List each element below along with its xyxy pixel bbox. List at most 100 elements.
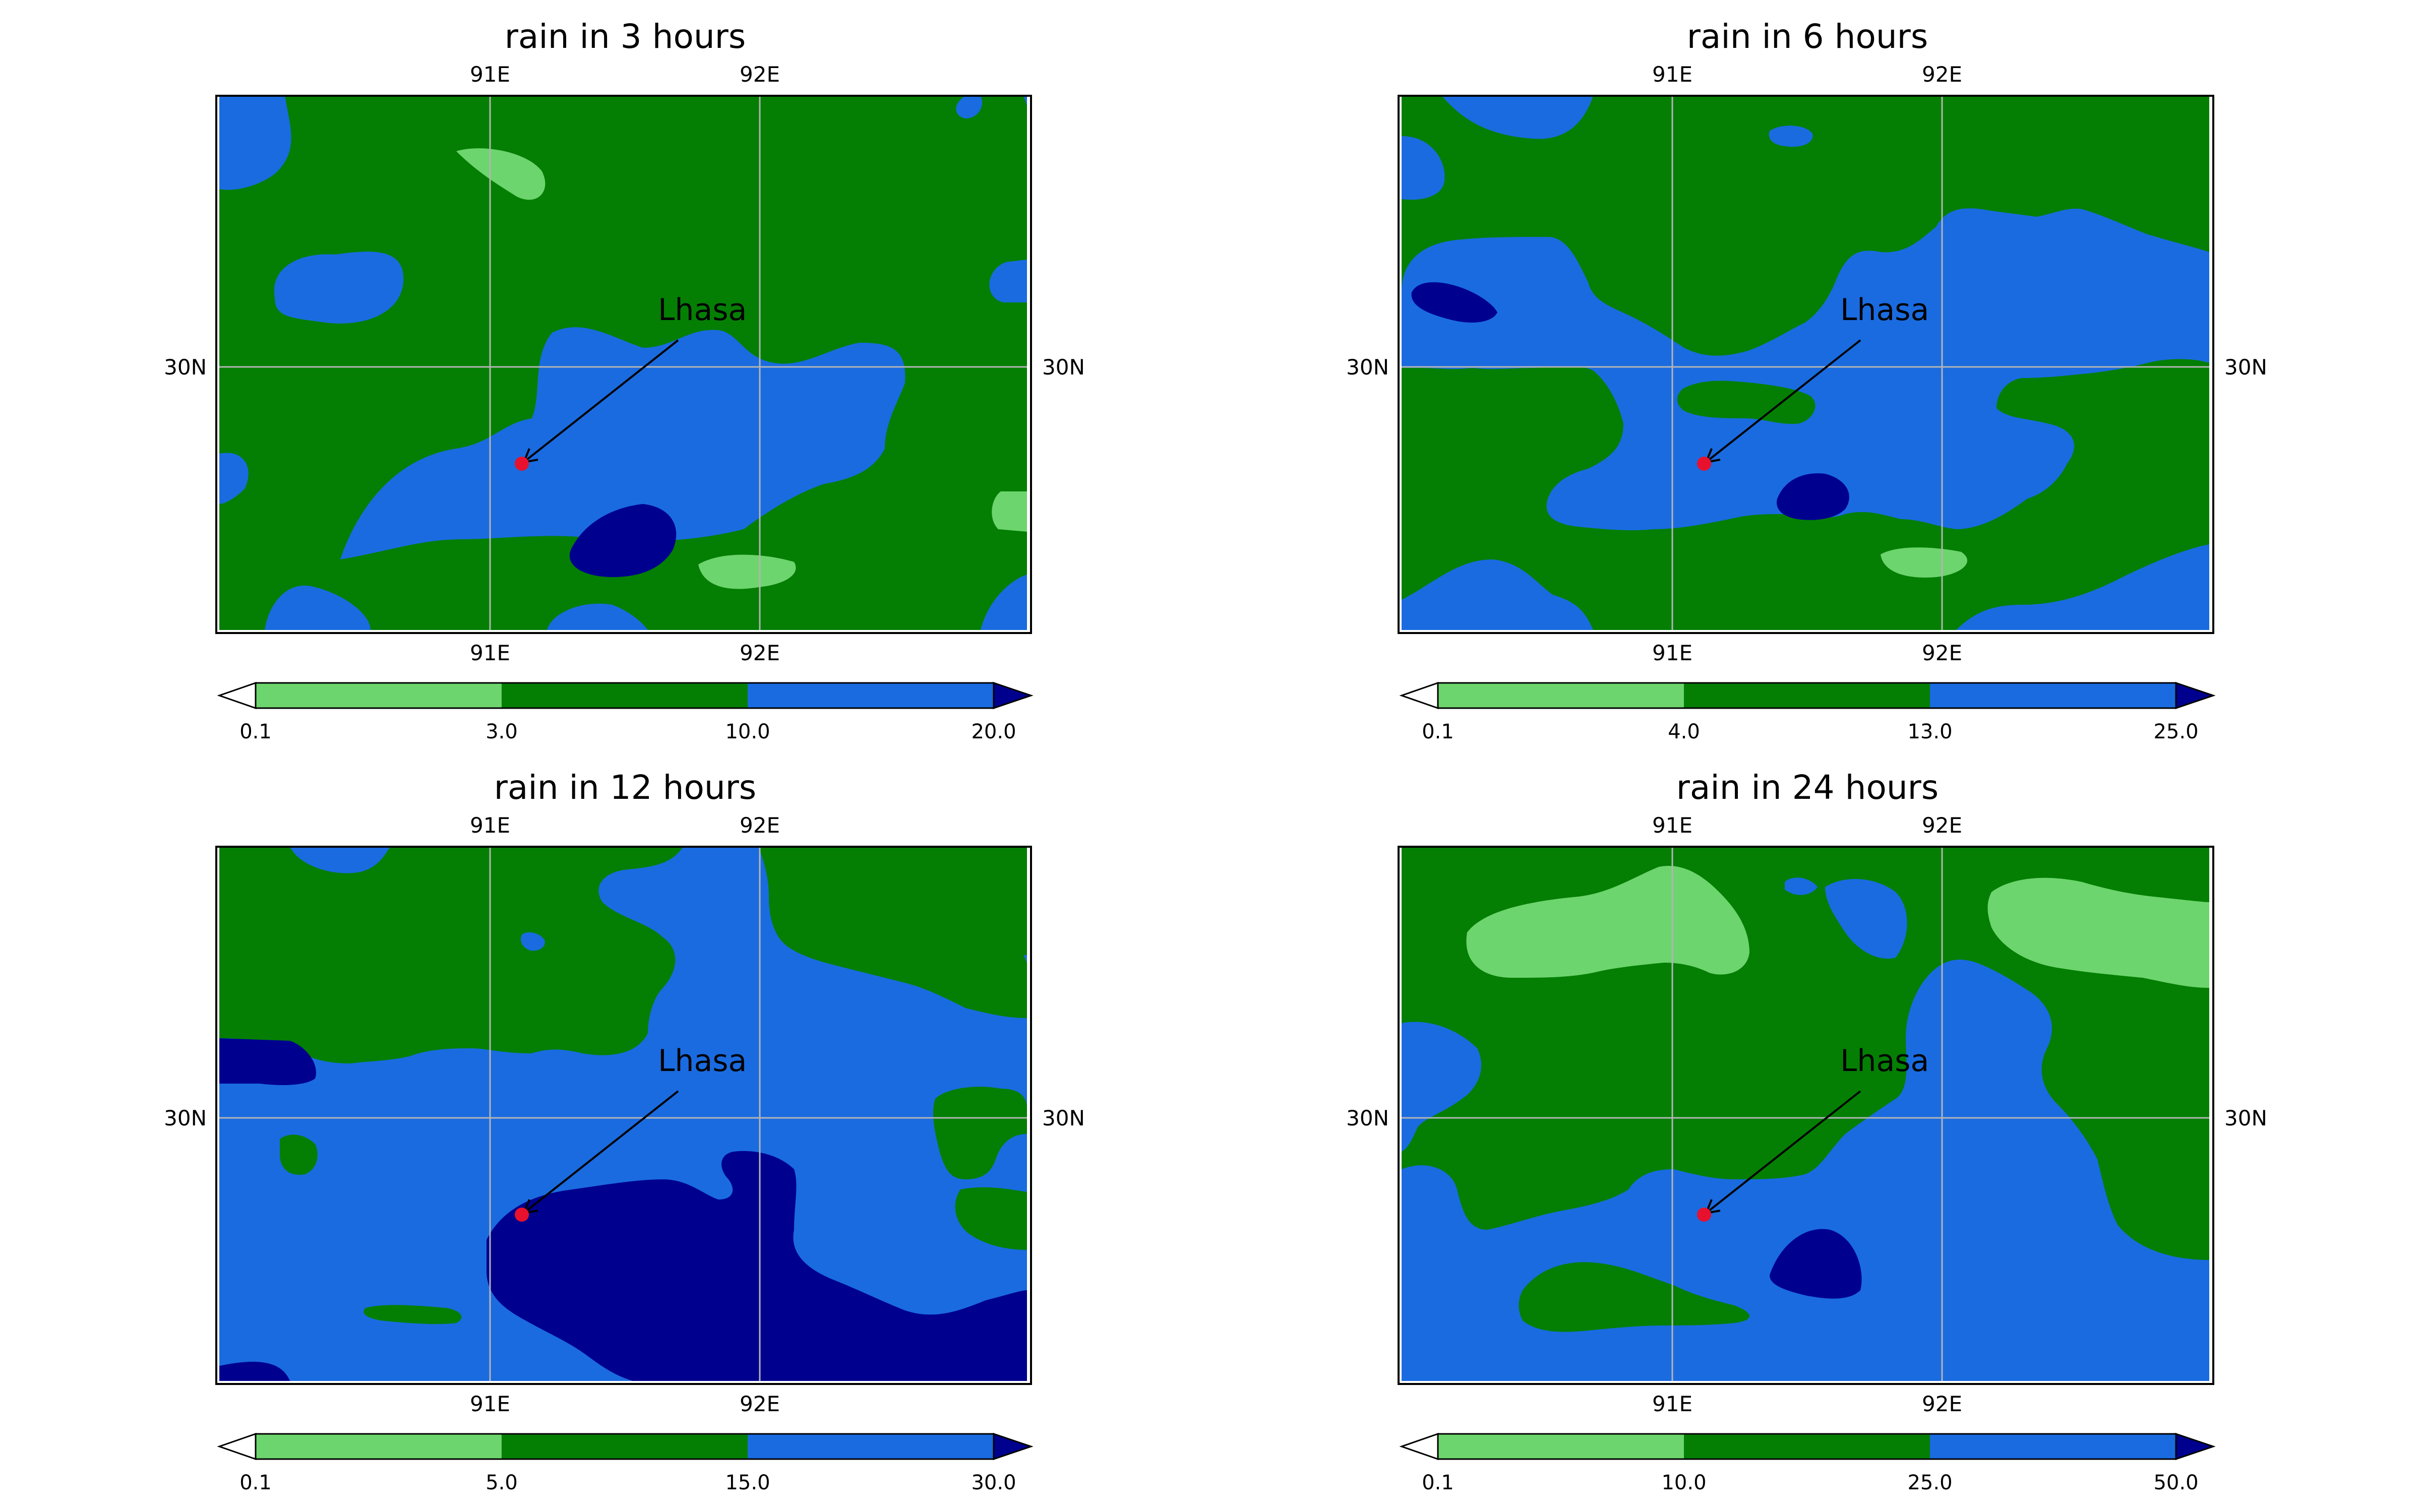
rain-area-light-green	[1881, 547, 1967, 578]
rain-area-green	[280, 1135, 318, 1175]
rain-area-blue	[340, 327, 905, 559]
colorbar-tick: 25.0	[1907, 1471, 1952, 1494]
lat-label-right: 30N	[1042, 355, 1085, 380]
lon-label-bottom: 92E	[1922, 641, 1962, 665]
colorbar-tick: 0.1	[239, 720, 272, 743]
rain-area-green	[933, 1087, 1027, 1179]
colorbar-over-triangle	[2175, 1432, 2216, 1461]
lon-label-top: 91E	[1652, 62, 1692, 87]
city-pointer-arrow	[1708, 1090, 1861, 1212]
rain-area-blue	[274, 251, 404, 324]
lhasa-marker	[515, 457, 529, 471]
rain-area-green	[219, 847, 683, 1063]
map-frame	[215, 95, 1032, 634]
rain-area-navy	[1770, 1229, 1862, 1299]
colorbar-segment	[1930, 1434, 2176, 1459]
rain-area-navy	[1411, 282, 1497, 323]
colorbar-under-triangle	[1399, 1432, 1439, 1461]
colorbar-tick: 15.0	[725, 1471, 770, 1494]
rain-area-blue	[547, 603, 648, 630]
lon-label-bottom: 91E	[470, 641, 510, 665]
colorbar-frame	[255, 682, 995, 709]
colorbar-tick: 50.0	[2153, 1471, 2198, 1494]
colorbar-tick: 10.0	[1661, 1471, 1706, 1494]
colorbar: 0.1 4.0 13.0 25.0	[1399, 681, 2216, 743]
rain-area-blue	[1402, 208, 2209, 531]
rain-area-light-green	[1466, 866, 1749, 978]
colorbar-segment	[1930, 683, 2176, 708]
city-label: Lhasa	[1840, 1043, 1929, 1079]
rain-area-blue	[1769, 125, 1813, 147]
colorbar-over-triangle	[993, 1432, 1034, 1461]
panel-3-hours: rain in 3 hours 91E 92E 91E 92E 30N 30N …	[164, 17, 1085, 743]
colorbar-frame	[1437, 1433, 2177, 1460]
colorbar-segment	[1684, 1434, 1930, 1459]
lat-label-right: 30N	[2224, 1106, 2267, 1130]
rain-area-blue	[1023, 96, 1027, 106]
colorbar-tick: 13.0	[1907, 720, 1952, 743]
rain-area-blue	[219, 96, 291, 190]
colorbar-segment	[748, 683, 994, 708]
colorbar-tick: 20.0	[971, 720, 1016, 743]
rain-area-green	[759, 847, 1027, 1018]
colorbar-segment	[1438, 683, 1684, 708]
colorbar-tick: 3.0	[486, 720, 518, 743]
lon-label-bottom: 92E	[740, 1392, 780, 1416]
colorbar-segment	[256, 683, 502, 708]
rain-area-blue	[1442, 96, 1593, 139]
colorbar-tick: 4.0	[1668, 720, 1700, 743]
colorbar-tick: 0.1	[1422, 1471, 1454, 1494]
map-frame	[215, 846, 1032, 1385]
rain-area-green	[1519, 1262, 1749, 1332]
lon-label-top: 91E	[470, 813, 510, 838]
lhasa-marker	[1697, 457, 1711, 471]
lhasa-marker	[1697, 1208, 1711, 1222]
rain-area-blue	[1956, 544, 2209, 630]
lon-label-bottom: 92E	[740, 641, 780, 665]
colorbar-segment	[1438, 1434, 1684, 1459]
panel-24-hours: rain in 24 hours 91E 92E 91E 92E 30N 30N…	[1346, 768, 2267, 1494]
lhasa-marker	[515, 1208, 529, 1222]
colorbar-under-triangle	[217, 681, 257, 710]
rain-area-blue	[1402, 559, 1593, 630]
colorbar-segment	[502, 1434, 748, 1459]
rain-area-navy	[487, 1151, 1027, 1381]
colorbar: 0.1 3.0 10.0 20.0	[217, 681, 1034, 743]
rain-area-blue	[265, 585, 371, 630]
panel-6-hours: rain in 6 hours 91E 92E 91E 92E 30N 30N …	[1346, 17, 2267, 743]
rain-area-green	[955, 1187, 1027, 1250]
lon-label-top: 92E	[1922, 62, 1962, 87]
colorbar-frame	[1437, 682, 2177, 709]
colorbar-over-triangle	[2175, 681, 2216, 710]
panel-title: rain in 6 hours	[1687, 17, 1928, 56]
lat-label-left: 30N	[1346, 355, 1389, 380]
colorbar-tick: 25.0	[2153, 720, 2198, 743]
lon-label-top: 91E	[1652, 813, 1692, 838]
lon-label-top: 92E	[1922, 813, 1962, 838]
rain-area-blue	[989, 260, 1027, 302]
rain-area-green	[1677, 381, 1816, 424]
lat-label-left: 30N	[1346, 1106, 1389, 1130]
lat-label-left: 30N	[164, 355, 207, 380]
rain-area-blue	[219, 453, 249, 504]
city-label: Lhasa	[1840, 292, 1929, 328]
rain-area-blue	[1402, 1022, 1482, 1152]
lon-label-top: 91E	[470, 62, 510, 87]
panel-12-hours: rain in 12 hours 91E 92E 91E 92E 30N 30N…	[164, 768, 1085, 1494]
lon-label-bottom: 91E	[1652, 641, 1692, 665]
rain-area-blue	[981, 575, 1027, 630]
colorbar-frame	[255, 1433, 995, 1460]
colorbar-under-triangle	[217, 1432, 257, 1461]
rain-area-blue	[956, 96, 983, 118]
city-pointer-arrow	[526, 339, 679, 461]
colorbar-segment	[502, 683, 748, 708]
rain-area-blue	[1785, 877, 1818, 895]
colorbar: 0.1 5.0 15.0 30.0	[217, 1432, 1034, 1494]
colorbar-tick: 10.0	[725, 720, 770, 743]
panel-title: rain in 24 hours	[1676, 768, 1939, 807]
rain-area-green	[364, 1305, 462, 1325]
rain-area-blue	[1023, 955, 1027, 963]
lon-label-bottom: 91E	[1652, 1392, 1692, 1416]
city-pointer-arrow	[526, 1090, 679, 1212]
